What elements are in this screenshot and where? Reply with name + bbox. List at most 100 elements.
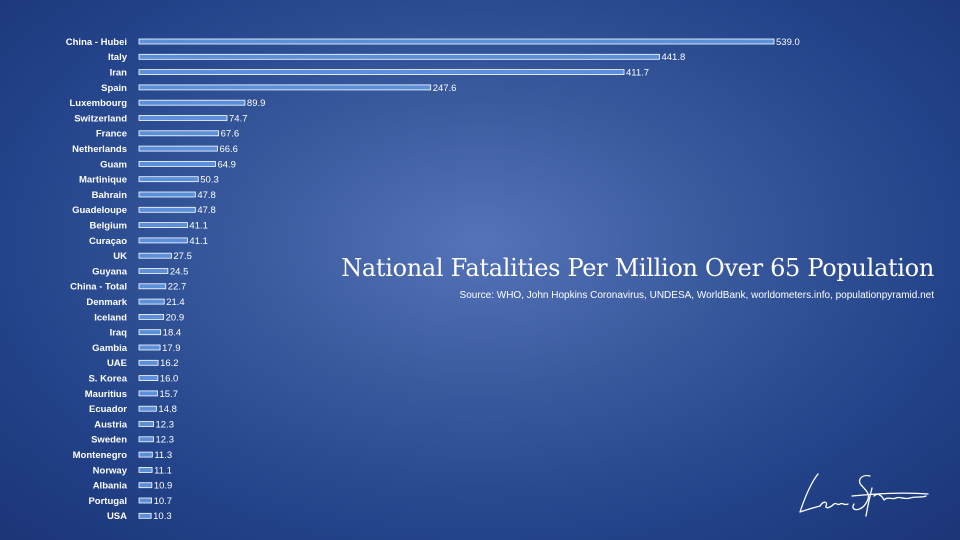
category-label: Gambia [92, 343, 128, 354]
bar [138, 222, 188, 229]
category-label: Denmark [86, 297, 127, 308]
value-label: 539.0 [776, 37, 800, 48]
category-label: Italy [108, 52, 128, 63]
category-label: Belgium [90, 221, 127, 232]
signature-logo [799, 473, 929, 517]
value-label: 16.0 [160, 374, 179, 385]
category-label: Bahrain [92, 190, 128, 201]
bar [138, 191, 196, 198]
value-label: 247.6 [433, 83, 457, 94]
value-label: 12.3 [155, 419, 174, 430]
value-label: 11.3 [154, 450, 172, 461]
value-label: 21.4 [166, 297, 185, 308]
value-label: 27.5 [173, 251, 192, 262]
bar [138, 466, 153, 473]
bar [138, 329, 162, 336]
value-label: 17.9 [162, 343, 181, 354]
category-label: Netherlands [72, 144, 127, 155]
value-label: 441.8 [661, 52, 685, 63]
category-label: Montenegro [73, 450, 128, 461]
value-label: 41.1 [189, 221, 208, 232]
bar [138, 38, 775, 45]
value-label: 10.3 [153, 511, 172, 522]
category-label: Luxembourg [69, 98, 127, 109]
value-label: 411.7 [626, 68, 649, 79]
category-label: Iran [110, 68, 128, 79]
bar [138, 252, 172, 259]
value-label: 64.9 [217, 159, 236, 170]
bar [138, 206, 196, 213]
category-label: Iraq [110, 328, 128, 339]
value-label: 41.1 [189, 236, 208, 247]
category-label: Portugal [88, 496, 127, 507]
value-label: 74.7 [229, 113, 248, 124]
category-label: S. Korea [88, 374, 127, 385]
category-label: Austria [94, 419, 127, 430]
category-label: Guyana [92, 266, 128, 277]
bar [138, 268, 169, 274]
value-label: 24.5 [170, 266, 189, 277]
bar [138, 283, 167, 290]
value-label: 12.3 [155, 435, 174, 446]
value-label: 10.9 [154, 481, 173, 492]
category-label: Norway [93, 465, 128, 476]
value-label: 11.1 [154, 465, 172, 476]
category-label: Guadeloupe [72, 205, 127, 216]
bar [138, 436, 154, 443]
value-label: 10.7 [154, 496, 173, 507]
bar [138, 375, 159, 382]
category-label: France [96, 129, 127, 140]
category-label: Sweden [91, 435, 127, 446]
value-label: 20.9 [166, 312, 185, 323]
category-label: Guam [100, 159, 127, 170]
value-label: 22.7 [168, 282, 187, 293]
category-label: Ecuador [89, 404, 127, 415]
bar [138, 84, 432, 91]
bar [138, 497, 153, 504]
bar [138, 115, 228, 121]
bar [138, 99, 246, 106]
bar [138, 390, 158, 397]
category-label: UAE [107, 358, 127, 369]
value-label: 16.2 [160, 358, 179, 369]
chart-title: National Fatalities Per Million Over 65 … [341, 254, 934, 282]
bar [138, 145, 218, 152]
bar [138, 176, 199, 183]
category-label: Martinique [79, 175, 127, 186]
bar [138, 451, 153, 458]
category-label: Albania [93, 481, 128, 492]
category-label: UK [113, 251, 127, 262]
category-label: USA [107, 511, 127, 522]
category-label: China - Total [70, 282, 127, 293]
value-label: 47.8 [197, 205, 216, 216]
bar [138, 344, 161, 351]
value-label: 18.4 [163, 328, 182, 339]
value-label: 66.6 [219, 144, 238, 155]
value-label: 50.3 [200, 175, 219, 186]
value-label: 89.9 [247, 98, 265, 109]
category-label: Mauritius [85, 389, 127, 400]
bar [138, 482, 153, 489]
bar [138, 359, 159, 366]
bar [138, 421, 154, 427]
bar [138, 237, 188, 244]
bar [138, 130, 220, 137]
bar [138, 160, 216, 167]
value-label: 47.8 [197, 190, 216, 201]
bar [138, 53, 660, 60]
value-label: 14.8 [158, 404, 177, 415]
category-label: China - Hubei [66, 37, 127, 48]
bar [138, 512, 152, 519]
category-label: Switzerland [74, 113, 127, 124]
bar [138, 298, 165, 305]
bar [138, 405, 157, 412]
category-label: Curaçao [89, 236, 127, 247]
value-label: 15.7 [159, 389, 178, 400]
chart-source: Source: WHO, John Hopkins Coronavirus, U… [459, 290, 934, 301]
category-label: Spain [101, 83, 127, 94]
bar [138, 69, 625, 75]
bar [138, 313, 165, 320]
category-label: Iceland [94, 312, 127, 323]
value-label: 67.6 [221, 129, 240, 140]
